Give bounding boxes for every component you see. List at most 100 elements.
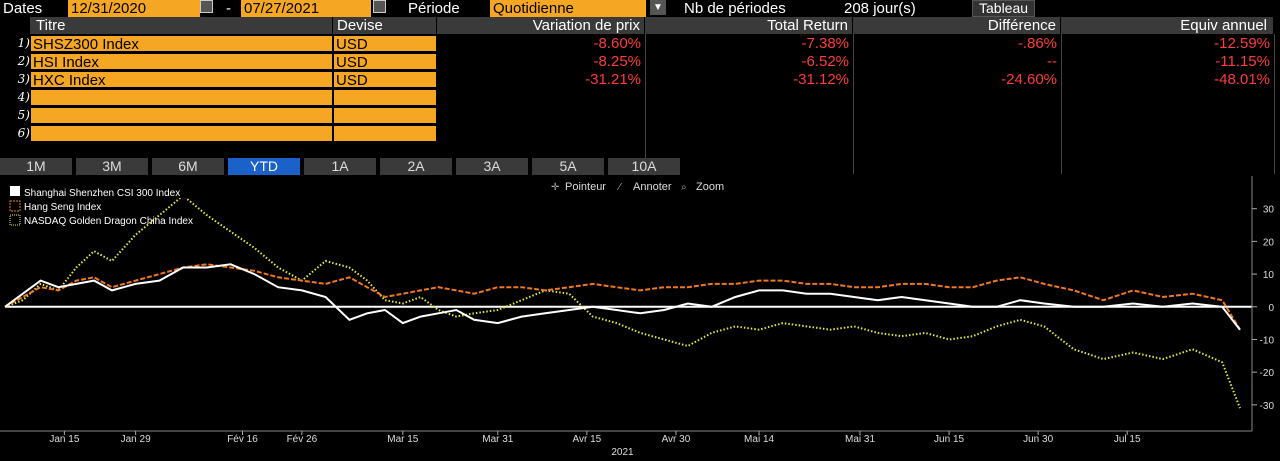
table-cell-empty[interactable] (30, 107, 333, 124)
calendar-icon-end[interactable] (373, 0, 386, 13)
col-header-titre[interactable]: Titre (30, 17, 333, 34)
table-cell-equiv: -12.59% (1214, 35, 1270, 52)
col-header-total-return[interactable]: Total Return (645, 17, 853, 34)
table-cell-difference: -24.60% (1001, 71, 1057, 88)
col-divider (853, 34, 854, 174)
col-header-devise[interactable]: Devise (333, 17, 437, 34)
legend-label-hxc: NASDAQ Golden Dragon China Index (24, 216, 193, 227)
table-cell-empty[interactable] (333, 125, 437, 142)
table-cell-total-return: -7.38% (801, 35, 849, 52)
tab-3a[interactable]: 3A (456, 158, 530, 175)
search-icon[interactable]: ⌕ (681, 182, 687, 193)
x-tick-label: Jun 15 (934, 434, 964, 445)
table-cell-titre[interactable]: HXC Index (30, 71, 333, 89)
chevron-down-icon[interactable]: ▼ (650, 0, 666, 15)
tableau-button[interactable]: Tableau (972, 0, 1036, 17)
table-cell-difference: -- (1047, 53, 1057, 70)
col-divider (1061, 34, 1062, 174)
col-header-variation[interactable]: Variation de prix (437, 17, 645, 34)
y-tick-label: -20 (1260, 368, 1275, 379)
col-divider (645, 34, 646, 174)
tab-ytd[interactable]: YTD (228, 158, 302, 175)
row-number: 1) (17, 36, 30, 50)
table-cell-devise[interactable]: USD (333, 71, 437, 89)
table-cell-empty[interactable] (333, 107, 437, 124)
row-number: 2) (17, 54, 30, 68)
col-header-equiv[interactable]: Equiv annuel (1061, 17, 1274, 34)
series-line-hxc (4, 194, 1241, 409)
x-year-label: 2021 (611, 447, 634, 458)
series-line-csi300 (4, 263, 1241, 331)
nb-periods-value: 208 jour(s) (844, 0, 916, 17)
end-date-field[interactable]: 07/27/2021 (241, 0, 371, 17)
top-bar: Dates 12/31/2020 - 07/27/2021 Période Qu… (0, 0, 1280, 17)
dates-label: Dates (3, 0, 43, 17)
tab-6m[interactable]: 6M (152, 158, 226, 175)
legend-bg (22, 186, 192, 198)
table-cell-equiv: -11.15% (1215, 53, 1270, 70)
x-tick-label: Fév 26 (287, 434, 318, 445)
table-cell-variation: -8.25% (593, 53, 641, 70)
legend-label-hsi: Hang Seng Index (24, 202, 101, 213)
x-tick-label: Jan 29 (121, 434, 151, 445)
table-cell-difference: -.86% (1017, 35, 1057, 52)
chart-legend: Shanghai Shenzhen CSI 300 Index Hang Sen… (9, 186, 193, 227)
y-tick-label: 30 (1263, 205, 1275, 216)
table-cell-empty[interactable] (30, 125, 333, 142)
pencil-icon[interactable]: ⁄ (616, 182, 622, 193)
legend-label-csi300: Shanghai Shenzhen CSI 300 Index (24, 188, 180, 199)
row-number: 5) (17, 108, 30, 122)
tab-1m[interactable]: 1M (0, 158, 74, 175)
table-cell-empty[interactable] (30, 89, 333, 106)
x-tick-label: Mai 31 (845, 434, 875, 445)
period-select[interactable]: Quotidienne (490, 0, 646, 17)
crosshair-icon[interactable]: ✛ (551, 182, 559, 193)
tab-3m[interactable]: 3M (76, 158, 150, 175)
row-number: 4) (17, 90, 30, 104)
x-tick-label: Mar 31 (482, 434, 514, 445)
col-header-difference[interactable]: Différence (853, 17, 1061, 34)
x-tick-label: Fév 16 (227, 434, 258, 445)
tab-1a[interactable]: 1A (304, 158, 378, 175)
date-separator: - (226, 0, 231, 17)
table-cell-devise[interactable]: USD (333, 35, 437, 53)
y-tick-label: 0 (1268, 303, 1274, 314)
annotate-button[interactable]: Annoter (633, 181, 672, 193)
col-divider (1274, 34, 1275, 174)
tab-5a[interactable]: 5A (532, 158, 606, 175)
returns-table: Titre Devise Variation de prix Total Ret… (0, 17, 1280, 174)
table-cell-titre[interactable]: SHSZ300 Index (30, 35, 333, 53)
nb-periods-label: Nb de périodes (684, 0, 786, 17)
x-tick-label: Avr 30 (662, 434, 691, 445)
x-tick-label: Mar 15 (387, 434, 419, 445)
pointer-button[interactable]: Pointeur (565, 181, 606, 193)
x-tick-label: Avr 15 (573, 434, 602, 445)
tab-10a[interactable]: 10A (608, 158, 682, 175)
chart-toolbar: ✛ Pointeur ⁄ Annoter ⌕ Zoom (551, 181, 724, 193)
table-cell-devise[interactable]: USD (333, 53, 437, 71)
x-tick-label: Mai 14 (744, 434, 774, 445)
start-date-field[interactable]: 12/31/2020 (68, 0, 200, 17)
legend-swatch-csi300 (10, 186, 20, 196)
calendar-icon-start[interactable] (200, 0, 213, 13)
table-cell-total-return: -31.12% (793, 71, 849, 88)
legend-swatch-hsi (9, 200, 21, 212)
table-cell-titre[interactable]: HSI Index (30, 53, 333, 71)
row-number: 6) (17, 126, 30, 140)
x-tick-label: Jan 15 (49, 434, 79, 445)
row-number: 3) (17, 72, 30, 86)
table-cell-empty[interactable] (333, 89, 437, 106)
series-line-hsi (4, 263, 1241, 331)
legend-swatch-hxc (9, 214, 21, 226)
y-tick-label: -30 (1260, 401, 1275, 412)
y-tick-label: -10 (1260, 335, 1275, 346)
table-cell-variation: -8.60% (593, 35, 641, 52)
performance-chart[interactable]: 30 20 10 0 -10 -20 -30 Jan 15 Jan 29 Fév 16 Fév 26… (0, 176, 1280, 461)
y-tick-label: 10 (1263, 270, 1275, 281)
table-cell-equiv: -48.01% (1214, 71, 1270, 88)
table-cell-total-return: -6.52% (801, 53, 849, 70)
tab-2a[interactable]: 2A (380, 158, 454, 175)
zoom-button[interactable]: Zoom (696, 181, 724, 193)
x-tick-label: Jul 15 (1114, 434, 1141, 445)
period-label: Période (408, 0, 460, 17)
